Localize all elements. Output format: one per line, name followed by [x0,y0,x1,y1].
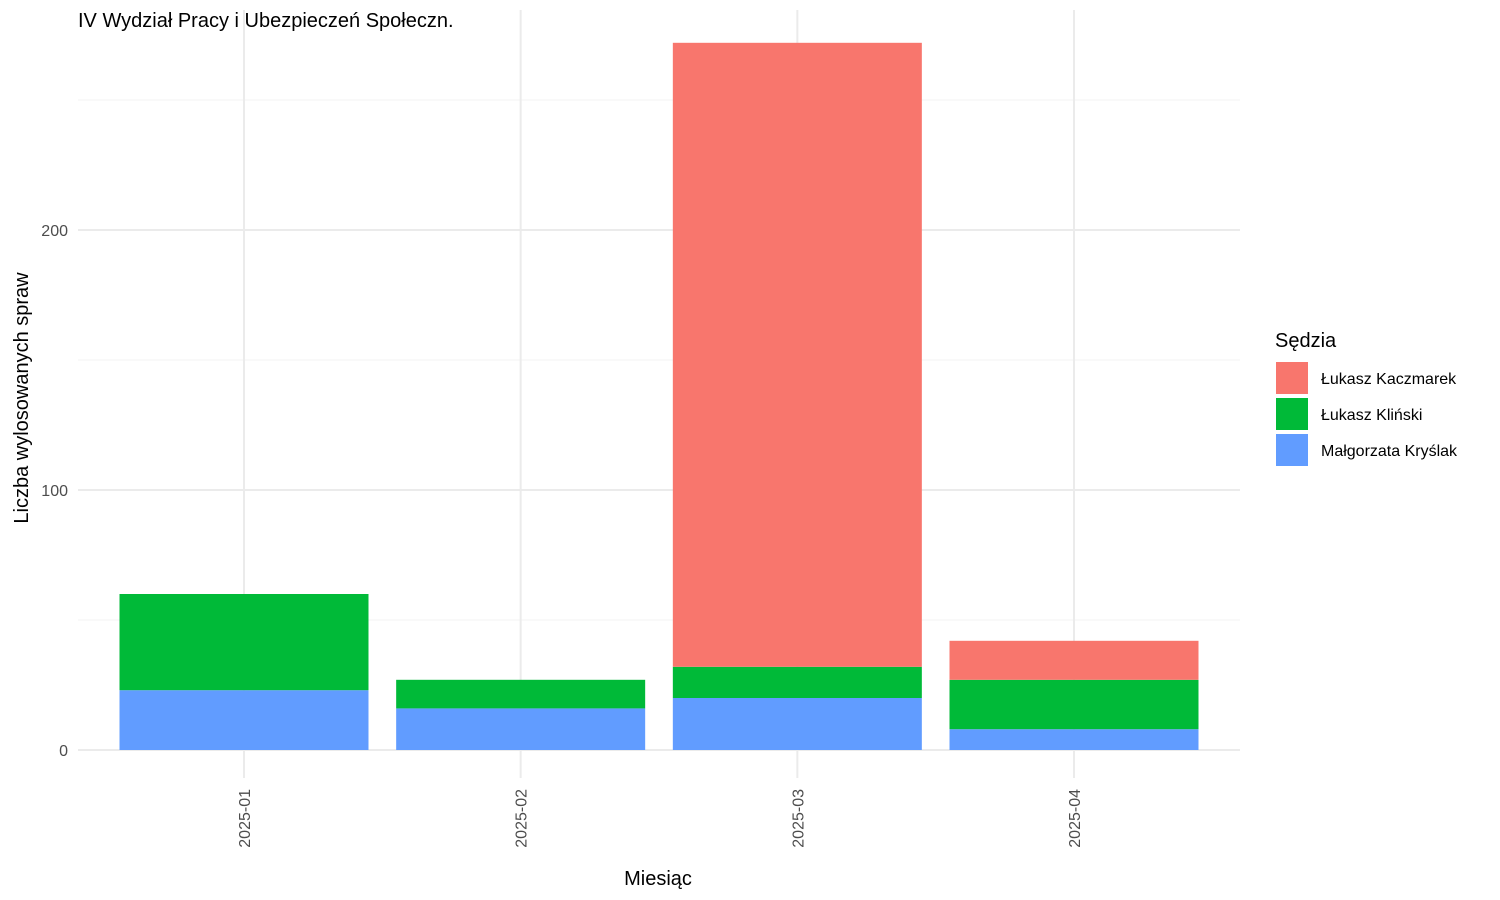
bar-segment [949,679,1199,730]
y-tick-label: 200 [41,223,68,240]
y-axis-ticks: 0 100 200 [41,223,68,760]
x-axis-title: Miesiąc [624,868,692,890]
bar-segment [119,690,369,750]
x-tick-label: 2025-01 [237,789,254,848]
legend-label: Małgorzata Kryślak [1321,443,1458,460]
bar-segment [119,594,369,691]
x-tick-label: 2025-04 [1067,789,1084,848]
legend-key [1276,362,1308,394]
bar-segment [949,729,1199,750]
bar-segment [396,708,646,750]
y-tick-label: 100 [41,483,68,500]
legend-label: Łukasz Kaczmarek [1321,371,1457,388]
bar-segment [949,640,1199,680]
y-tick-label: 0 [59,743,68,760]
legend-title: Sędzia [1275,330,1337,352]
bar-segment [672,698,922,750]
bar-segment [672,666,922,698]
legend-key [1276,434,1308,466]
legend-key [1276,398,1308,430]
bars [119,42,1199,750]
x-tick-label: 2025-02 [514,789,531,848]
x-axis-ticks: 2025-01 2025-02 2025-03 2025-04 [237,789,1084,848]
y-axis-title: Liczba wylosowanych spraw [11,272,33,524]
bar-segment [672,42,922,667]
x-tick-label: 2025-03 [790,789,807,848]
legend: Sędzia Łukasz Kaczmarek Łukasz Kliński Mał… [1275,330,1458,466]
chart-title: IV Wydział Pracy i Ubezpieczeń Społeczn. [78,10,454,32]
legend-label: Łukasz Kliński [1321,407,1422,424]
bar-segment [396,679,646,709]
